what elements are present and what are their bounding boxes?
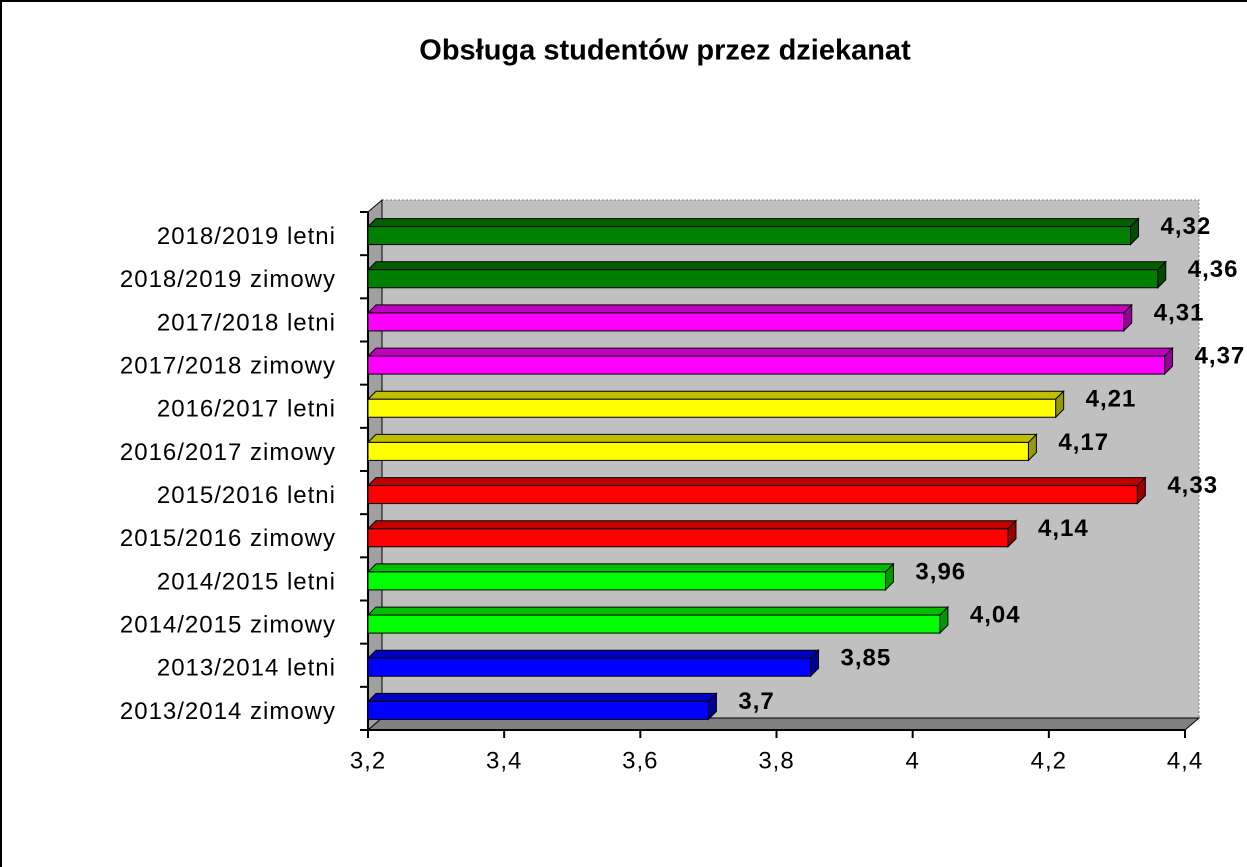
value-label: 4,37 [1195,342,1246,369]
value-label: 4,36 [1188,256,1239,283]
y-tick-label: 2018/2019 zimowy [120,266,336,293]
x-tick-label: 3,6 [622,747,658,774]
y-tick-label: 2013/2014 zimowy [120,698,336,725]
x-tick-label: 3,8 [758,747,794,774]
bar [367,657,812,677]
bar-top [366,347,1174,357]
bar-top [366,520,1018,530]
x-tick-label: 3,2 [350,747,386,774]
bar [367,485,1138,505]
bar [367,226,1132,246]
x-tick-label: 4 [905,747,919,774]
bar-top [366,606,950,616]
bar-top [366,304,1133,314]
bar-top [366,261,1167,271]
y-tick-label: 2016/2017 zimowy [120,439,336,466]
value-label: 3,96 [915,558,966,585]
y-tick-label: 2013/2014 letni [157,655,336,682]
value-label: 4,31 [1154,299,1205,326]
bar [367,700,709,720]
bar [367,528,1009,548]
bar [367,269,1159,289]
bar-top [366,433,1038,443]
y-tick-label: 2016/2017 letni [157,396,336,423]
x-tick-label: 3,4 [486,747,522,774]
value-label: 4,04 [970,601,1021,628]
y-tick-label: 2017/2018 letni [157,309,336,336]
bar [367,355,1166,375]
bar [367,441,1029,461]
bar-top [366,692,718,702]
x-tick-label: 4,2 [1031,747,1067,774]
bar-top [366,218,1140,228]
value-label: 4,14 [1038,515,1089,542]
bar [367,571,886,591]
y-tick-label: 2014/2015 letni [157,568,336,595]
chart-title: Obsługa studentów przez dziekanat [419,35,911,67]
value-label: 4,32 [1161,213,1212,240]
y-tick-label: 2015/2016 zimowy [120,525,336,552]
bar [367,398,1057,418]
y-tick-label: 2018/2019 letni [157,223,336,250]
bar-top [366,390,1065,400]
y-tick-label: 2017/2018 zimowy [120,352,336,379]
value-label: 3,7 [738,688,774,715]
bar [367,614,941,634]
bar-top [366,477,1147,487]
bar-top [366,649,820,659]
value-label: 4,17 [1058,429,1109,456]
value-label: 4,21 [1086,386,1137,413]
y-tick-label: 2015/2016 letni [157,482,336,509]
value-label: 3,85 [841,645,892,672]
bar-top [366,563,895,573]
bar [367,312,1125,332]
x-tick-label: 4,4 [1167,747,1203,774]
y-tick-label: 2014/2015 zimowy [120,611,336,638]
value-label: 4,33 [1167,472,1218,499]
